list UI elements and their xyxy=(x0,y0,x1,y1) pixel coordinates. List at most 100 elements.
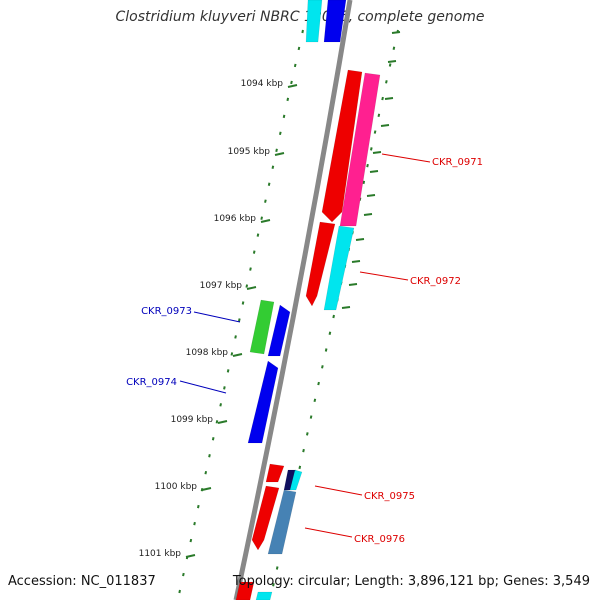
inner-tick-mark xyxy=(286,97,290,102)
inner-tick-mark xyxy=(256,233,260,237)
outer-tick-mark xyxy=(305,432,309,436)
scale-tick xyxy=(201,487,212,491)
outer-major-tick xyxy=(380,124,390,127)
inner-tick-mark xyxy=(252,250,256,254)
scale-tick xyxy=(185,554,196,558)
feature-ckr-0976-red xyxy=(251,485,280,551)
inner-tick-mark xyxy=(234,335,237,339)
feature-blue-top xyxy=(323,0,347,43)
genome-title: Clostridium kluyveri NBRC 12016, complet… xyxy=(115,9,485,25)
outer-tick-mark xyxy=(332,314,335,319)
inner-tick-mark xyxy=(275,148,278,153)
labels-layer: 1094 kbp 1095 kbp 1096 kbp 1097 kbp 1098 kbp… xyxy=(126,79,483,559)
outer-tick-mark xyxy=(362,180,366,185)
inner-tick-mark xyxy=(290,80,293,85)
outer-major-tick xyxy=(369,170,379,173)
inner-tick-mark xyxy=(226,369,230,373)
feature-ckr-0972-cyan xyxy=(323,225,355,311)
tracks-layer xyxy=(178,0,401,600)
outer-major-tick xyxy=(366,194,376,197)
feature-ckr-0973-blue xyxy=(267,304,291,357)
scale-tick xyxy=(246,286,257,290)
feature-ckr-0972-red xyxy=(305,221,336,307)
gene-label: CKR_0975 xyxy=(364,491,415,502)
outer-tick-mark xyxy=(381,96,384,101)
inner-tick-mark xyxy=(193,521,196,526)
scale-label: 1100 kbp xyxy=(155,482,198,492)
feature-ckr-0975-red xyxy=(265,463,285,483)
inner-tick-mark xyxy=(267,182,271,186)
outer-tick-mark xyxy=(377,113,381,118)
inner-tick-mark xyxy=(264,199,267,203)
gene-label: CKR_0974 xyxy=(126,377,177,388)
inner-tick-mark xyxy=(245,284,249,288)
gene-callout-line xyxy=(359,271,409,281)
feature-ckr-0971-pink xyxy=(339,72,381,227)
gene-label: CKR_0972 xyxy=(410,276,461,287)
outer-major-tick xyxy=(341,306,351,309)
outer-tick-mark xyxy=(272,583,275,587)
inner-tick-mark xyxy=(178,589,181,594)
inner-tick-mark xyxy=(279,131,282,136)
inner-tick-mark xyxy=(241,301,245,305)
gene-callout-line xyxy=(304,527,353,538)
feature-ckr-0976-steelblue xyxy=(267,489,297,555)
gene-callout-line xyxy=(193,311,241,323)
outer-tick-mark xyxy=(392,46,396,50)
outer-tick-mark xyxy=(317,381,320,386)
outer-major-tick xyxy=(355,238,365,241)
outer-tick-mark xyxy=(298,465,302,470)
scale-tick xyxy=(232,353,243,357)
outer-major-tick xyxy=(351,260,361,263)
outer-major-tick xyxy=(348,283,358,286)
outer-tick-mark xyxy=(369,147,373,151)
scale-label: 1098 kbp xyxy=(186,348,229,358)
scale-tick xyxy=(274,152,285,156)
outer-tick-mark xyxy=(388,63,392,67)
inner-tick-mark xyxy=(182,572,185,577)
inner-tick-mark xyxy=(297,46,301,51)
outer-tick-mark xyxy=(302,448,305,453)
inner-tick-mark xyxy=(238,318,241,322)
scale-tick xyxy=(287,84,298,88)
features-layer xyxy=(235,0,381,600)
outer-major-tick xyxy=(384,97,394,100)
scale-tick xyxy=(217,420,228,424)
inner-tick-mark xyxy=(197,504,200,509)
scale-label: 1096 kbp xyxy=(214,214,257,224)
gene-label: CKR_0976 xyxy=(354,534,405,545)
feature-ckr-0973-green xyxy=(249,299,275,355)
feature-cyan-top xyxy=(305,0,323,43)
outer-tick-mark xyxy=(373,130,377,134)
outer-tick-mark xyxy=(366,163,369,168)
outer-major-tick xyxy=(372,151,382,154)
inner-tick-mark xyxy=(211,437,215,441)
scale-label: 1095 kbp xyxy=(228,147,271,157)
inner-tick-mark xyxy=(215,420,219,424)
inner-tick-mark xyxy=(260,216,263,220)
gene-callout-line xyxy=(381,153,431,163)
inner-tick-mark xyxy=(301,29,304,34)
scale-tick xyxy=(260,219,271,223)
inner-tick-mark xyxy=(223,386,226,390)
feature-ckr-0974-blue xyxy=(247,360,279,444)
gene-label: CKR_0973 xyxy=(141,306,192,317)
feature-cyan-bottom xyxy=(255,591,273,600)
inner-tick-mark xyxy=(219,403,222,407)
feature-ckr-0975-cyan xyxy=(289,469,303,491)
scale-label: 1094 kbp xyxy=(241,79,284,89)
scale-label: 1101 kbp xyxy=(139,549,182,559)
scale-label: 1099 kbp xyxy=(171,415,214,425)
inner-tick-mark xyxy=(271,165,275,169)
outer-major-tick xyxy=(391,31,401,34)
gene-label: CKR_0971 xyxy=(432,157,483,168)
outer-tick-mark xyxy=(309,415,313,419)
inner-tick-mark xyxy=(282,114,286,119)
gene-callout-line xyxy=(179,380,227,394)
inner-tick-mark xyxy=(208,454,211,458)
outer-tick-mark xyxy=(275,566,279,570)
outer-tick-mark xyxy=(328,331,332,335)
inner-tick-mark xyxy=(189,538,193,543)
topology-text: Topology: circular; Length: 3,896,121 bp… xyxy=(232,574,590,589)
